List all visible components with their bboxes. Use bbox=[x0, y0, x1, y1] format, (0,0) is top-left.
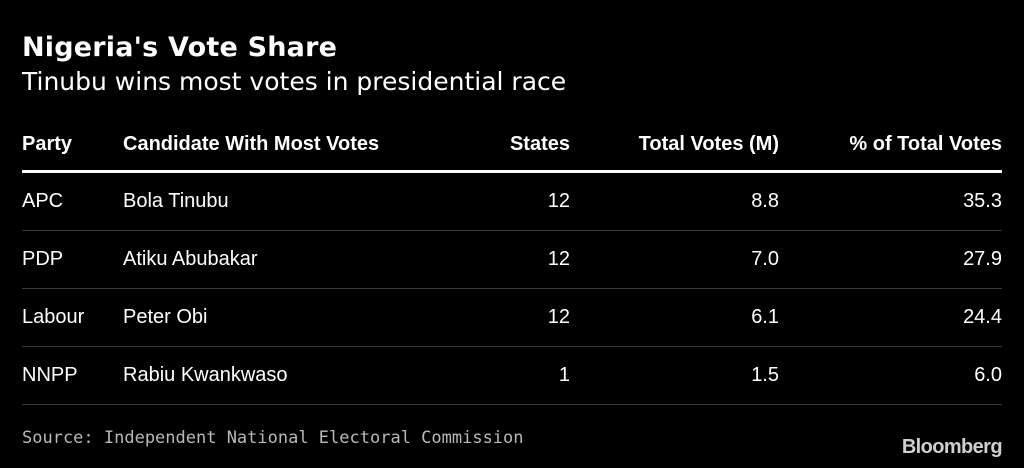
cell-total-votes: 7.0 bbox=[570, 230, 779, 289]
cell-candidate: Bola Tinubu bbox=[123, 171, 423, 231]
column-header-percent: % of Total Votes bbox=[779, 118, 1002, 173]
cell-candidate: Atiku Abubakar bbox=[123, 230, 423, 289]
column-header-states: States bbox=[423, 118, 570, 173]
cell-party: NNPP bbox=[22, 346, 123, 405]
cell-states: 12 bbox=[423, 230, 570, 289]
cell-party: APC bbox=[22, 171, 123, 231]
cell-states: 12 bbox=[423, 171, 570, 231]
cell-percent: 27.9 bbox=[779, 230, 1002, 289]
bloomberg-logo: Bloomberg bbox=[901, 436, 1003, 458]
cell-percent: 24.4 bbox=[779, 288, 1002, 347]
column-header-candidate: Candidate With Most Votes bbox=[123, 118, 423, 173]
header-row: Party Candidate With Most Votes States T… bbox=[22, 118, 1002, 173]
cell-total-votes: 1.5 bbox=[570, 346, 779, 405]
cell-total-votes: 6.1 bbox=[570, 288, 779, 347]
vote-share-table: Party Candidate With Most Votes States T… bbox=[22, 118, 1002, 405]
table-row: Labour Peter Obi 12 6.1 24.4 bbox=[22, 288, 1002, 347]
chart-container: Nigeria's Vote Share Tinubu wins most vo… bbox=[22, 30, 1002, 405]
chart-title: Nigeria's Vote Share bbox=[22, 32, 338, 63]
cell-percent: 6.0 bbox=[779, 346, 1002, 405]
cell-candidate: Rabiu Kwankwaso bbox=[123, 346, 423, 405]
cell-total-votes: 8.8 bbox=[570, 171, 779, 231]
table-row: APC Bola Tinubu 12 8.8 35.3 bbox=[22, 171, 1002, 231]
table-row: NNPP Rabiu Kwankwaso 1 1.5 6.0 bbox=[22, 346, 1002, 405]
column-header-total-votes: Total Votes (M) bbox=[570, 118, 779, 173]
cell-party: PDP bbox=[22, 230, 123, 289]
chart-subtitle: Tinubu wins most votes in presidential r… bbox=[22, 67, 567, 96]
table-row: PDP Atiku Abubakar 12 7.0 27.9 bbox=[22, 230, 1002, 289]
cell-percent: 35.3 bbox=[779, 171, 1002, 231]
source-note: Source: Independent National Electoral C… bbox=[22, 428, 524, 448]
column-header-party: Party bbox=[22, 118, 123, 173]
cell-party: Labour bbox=[22, 288, 123, 347]
cell-states: 12 bbox=[423, 288, 570, 347]
cell-candidate: Peter Obi bbox=[123, 288, 423, 347]
cell-states: 1 bbox=[423, 346, 570, 405]
